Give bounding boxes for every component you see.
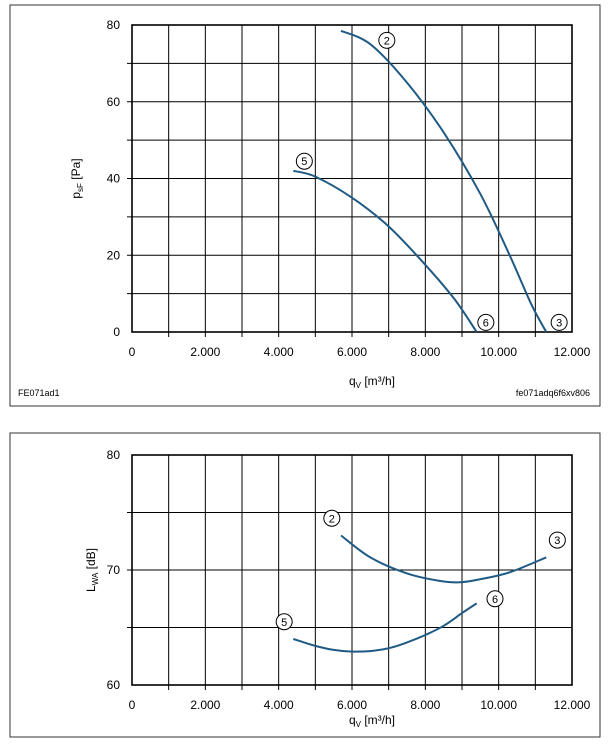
x-tick-label: 12.000 bbox=[554, 345, 591, 359]
curve-marker-6: 6 bbox=[477, 313, 495, 331]
series-line-2-3 bbox=[340, 534, 547, 584]
y-tick-label: 80 bbox=[107, 448, 121, 462]
y-tick-label: 60 bbox=[107, 678, 121, 692]
y-axis-label: psF [Pa] bbox=[69, 158, 85, 198]
y-tick-label: 80 bbox=[107, 18, 121, 32]
y-tick-label: 70 bbox=[107, 563, 121, 577]
x-tick-label: 12.000 bbox=[554, 698, 591, 712]
marker-label: 5 bbox=[301, 156, 307, 168]
footer-left-code: FE071ad1 bbox=[18, 388, 60, 398]
chart-pressure: 0 2.000 4.000 6.000 8.000 10.000 12.000 0 20 40 60… bbox=[18, 18, 591, 398]
x-tick-label: 0 bbox=[129, 345, 136, 359]
footer-right-code: fe071adq6f6xv806 bbox=[516, 388, 590, 398]
y-axis-label: LWA [dB] bbox=[84, 548, 100, 592]
marker-circle bbox=[486, 590, 504, 608]
marker-label: 2 bbox=[384, 35, 390, 47]
curve-marker-2: 2 bbox=[378, 31, 396, 49]
x-tick-label: 8.000 bbox=[410, 345, 440, 359]
x-tick-label: 4.000 bbox=[264, 345, 294, 359]
curve-marker-5: 5 bbox=[275, 613, 293, 631]
x-tick-label: 10.000 bbox=[480, 345, 517, 359]
curve-marker-3: 3 bbox=[548, 531, 566, 549]
marker-label: 6 bbox=[483, 317, 489, 329]
marker-circle bbox=[323, 509, 341, 527]
curve-marker-5: 5 bbox=[295, 152, 313, 170]
y-tick-label: 20 bbox=[107, 248, 121, 262]
marker-label: 3 bbox=[554, 535, 560, 547]
y-tick-label: 0 bbox=[113, 325, 120, 339]
x-tick-label: 0 bbox=[129, 698, 136, 712]
marker-circle bbox=[275, 613, 293, 631]
marker-circle bbox=[378, 31, 396, 49]
curve-marker-6: 6 bbox=[486, 590, 504, 608]
marker-circle bbox=[295, 152, 313, 170]
series-line-2 bbox=[340, 29, 548, 333]
marker-circle bbox=[550, 313, 568, 331]
x-tick-label: 4.000 bbox=[264, 698, 294, 712]
series-line-5-6 bbox=[293, 602, 478, 653]
x-tick-label: 8.000 bbox=[410, 698, 440, 712]
marker-circle bbox=[548, 531, 566, 549]
x-tick-label: 2.000 bbox=[190, 345, 220, 359]
marker-label: 6 bbox=[492, 594, 498, 606]
x-axis-label: qV [m³/h] bbox=[349, 374, 395, 390]
marker-label: 2 bbox=[329, 513, 335, 525]
x-tick-label: 6.000 bbox=[337, 698, 367, 712]
bottom-panel-frame bbox=[9, 432, 601, 738]
x-tick-label: 6.000 bbox=[337, 345, 367, 359]
marker-label: 5 bbox=[281, 617, 287, 629]
y-tick-label: 40 bbox=[107, 172, 121, 186]
x-axis-label: qV [m³/h] bbox=[349, 713, 395, 729]
top-panel-frame bbox=[9, 4, 601, 407]
x-tick-label: 2.000 bbox=[190, 698, 220, 712]
chart-sound-power: 0 2.000 4.000 6.000 8.000 10.000 12.000 60 70 80 q… bbox=[84, 448, 591, 729]
x-tick-label: 10.000 bbox=[480, 698, 517, 712]
marker-circle bbox=[477, 313, 495, 331]
series-line-5 bbox=[293, 169, 478, 333]
marker-label: 3 bbox=[556, 317, 562, 329]
curve-marker-2: 2 bbox=[323, 509, 341, 527]
y-tick-label: 60 bbox=[107, 95, 121, 109]
curve-marker-3: 3 bbox=[550, 313, 568, 331]
